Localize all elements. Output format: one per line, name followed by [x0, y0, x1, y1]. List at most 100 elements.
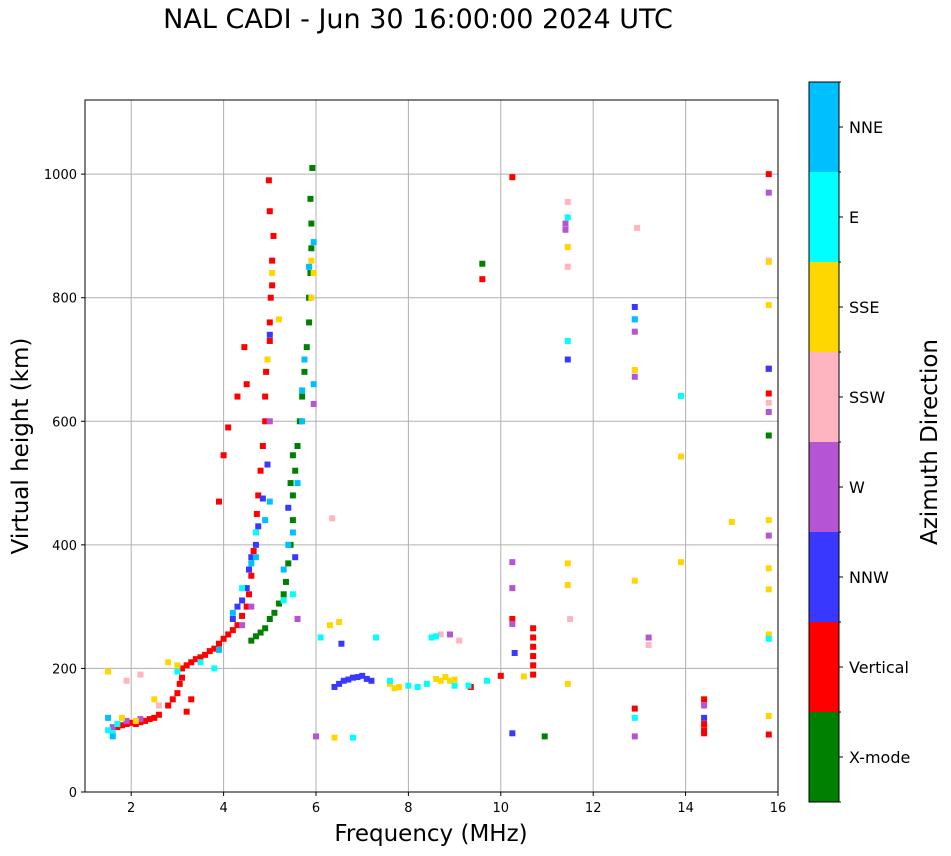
x-tick-label: 4: [219, 801, 227, 816]
data-point-e: [677, 392, 684, 399]
data-point-nnw: [564, 356, 571, 363]
data-point-vertical: [118, 722, 125, 729]
data-point-nne: [299, 387, 306, 394]
data-point-nnw: [511, 649, 518, 656]
data-point-vertical: [479, 276, 486, 283]
data-point-nne: [266, 498, 273, 505]
data-point-vertical: [765, 171, 772, 178]
data-point-vertical: [701, 730, 708, 737]
data-point-w: [631, 373, 638, 380]
data-point-vertical: [266, 319, 273, 326]
data-point-e: [289, 591, 296, 598]
data-point-vertical: [530, 671, 537, 678]
x-tick-label: 12: [585, 801, 602, 816]
colorbar-label: SSE: [849, 298, 879, 317]
data-point-x-mode: [299, 393, 306, 400]
data-point-x-mode: [271, 609, 278, 616]
data-point-nne: [285, 541, 292, 548]
data-point-sse: [437, 677, 444, 684]
data-point-w: [701, 702, 708, 709]
data-point-e: [765, 635, 772, 642]
data-point-ssw: [137, 671, 144, 678]
data-point-e: [239, 585, 246, 592]
data-point-vertical: [265, 177, 272, 184]
data-point-vertical: [701, 721, 708, 728]
data-point-sse: [765, 258, 772, 265]
data-point-nnw: [368, 677, 375, 684]
data-point-w: [123, 717, 130, 724]
data-point-vertical: [509, 616, 516, 622]
data-point-e: [451, 682, 458, 689]
data-point-e: [197, 659, 204, 666]
data-point-vertical: [123, 721, 130, 728]
colorbar: X-mode Vertical NNW W SSW SSE E NNE: [808, 81, 910, 803]
data-point-nne: [229, 609, 236, 616]
data-point-nne: [248, 560, 255, 567]
data-point-sse: [269, 270, 276, 276]
data-point-sse: [433, 675, 440, 682]
data-point-x-mode: [282, 578, 289, 585]
data-point-vertical: [179, 665, 186, 672]
data-point-sse: [564, 560, 571, 567]
data-point-ssw: [123, 677, 130, 684]
data-point-sse: [677, 453, 684, 460]
data-point-x-mode: [479, 260, 486, 267]
colorbar-swatch-nne: [809, 82, 839, 172]
data-point-w: [509, 620, 516, 627]
data-point-e: [317, 634, 324, 641]
data-point-vertical: [765, 731, 772, 738]
data-point-sse: [118, 714, 125, 721]
data-point-vertical: [509, 174, 516, 181]
colorbar-swatch-ssw: [809, 352, 839, 442]
data-point-vertical: [631, 705, 638, 712]
data-point-nnw: [354, 674, 361, 681]
data-point-e: [114, 721, 121, 728]
data-point-vertical: [179, 674, 186, 681]
data-point-sse: [105, 668, 112, 675]
data-point-vertical: [243, 603, 250, 610]
data-point-nnw: [336, 680, 343, 687]
data-point-ssw: [564, 263, 571, 270]
data-point-nnw: [338, 640, 345, 647]
data-point-vertical: [253, 510, 260, 517]
data-point-vertical: [220, 635, 227, 642]
data-point-nnw: [363, 675, 370, 682]
plot-frame: [84, 99, 779, 793]
data-point-ssw: [765, 399, 772, 406]
data-point-nnw: [259, 495, 266, 502]
data-point-nnw: [331, 683, 338, 690]
data-point-vertical: [192, 656, 199, 663]
data-point-x-mode: [252, 633, 259, 640]
y-tick-label: 0: [69, 786, 77, 801]
data-point-x-mode: [303, 344, 310, 351]
data-point-vertical: [206, 648, 213, 655]
data-point-x-mode: [287, 480, 294, 487]
data-point-sse: [631, 577, 638, 584]
data-point-nnw: [266, 331, 273, 338]
data-point-vertical: [530, 653, 537, 660]
data-point-vertical: [151, 714, 158, 721]
data-point-nne: [631, 316, 638, 323]
data-point-vertical: [215, 498, 222, 505]
data-point-e: [109, 730, 116, 737]
data-point-nnw: [509, 730, 516, 737]
data-point-x-mode: [306, 319, 313, 326]
data-point-vertical: [188, 696, 195, 703]
data-point-vertical: [255, 492, 262, 499]
data-point-nne: [109, 733, 116, 740]
data-point-e: [423, 680, 430, 687]
data-point-sse: [264, 356, 271, 363]
data-point-vertical: [266, 208, 273, 215]
data-point-sse: [765, 586, 772, 593]
data-point-vertical: [176, 680, 183, 687]
data-point-vertical: [262, 418, 269, 425]
data-point-nnw: [243, 585, 250, 592]
x-tick-label: 8: [404, 801, 412, 816]
data-point-x-mode: [248, 637, 255, 644]
data-point-vertical: [183, 708, 190, 715]
data-point-nnw: [359, 672, 366, 679]
data-point-vertical: [137, 719, 144, 726]
data-point-vertical: [211, 645, 218, 652]
data-point-nnw: [246, 566, 253, 573]
